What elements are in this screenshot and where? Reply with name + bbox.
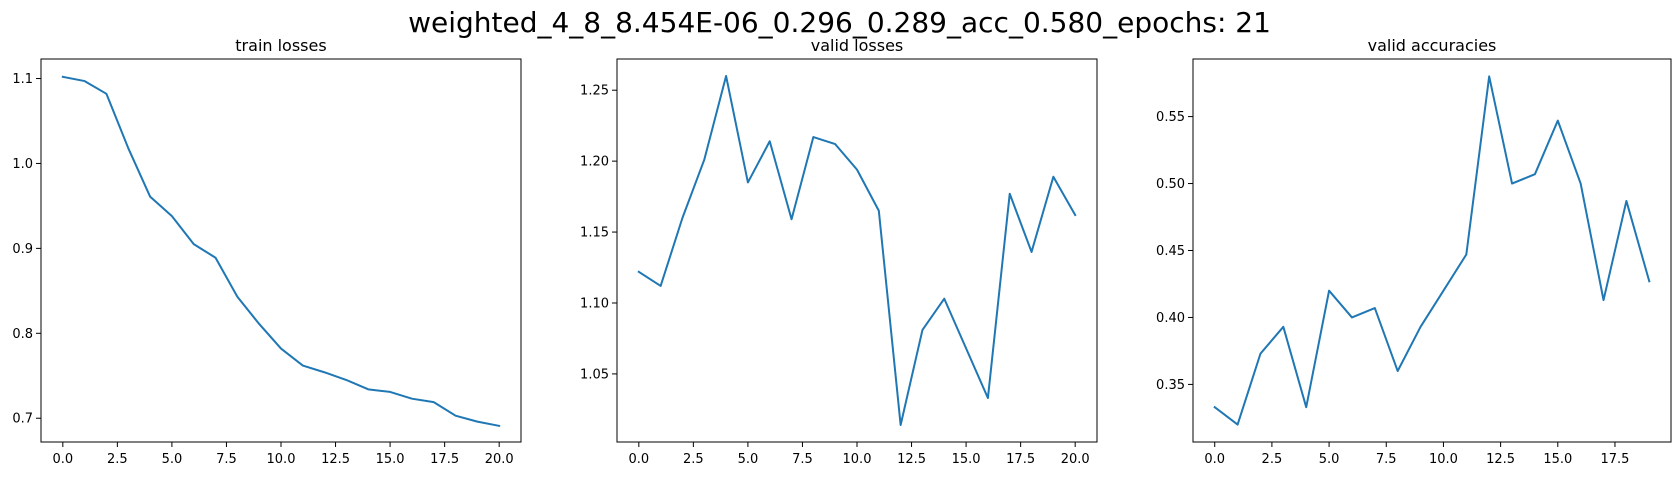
axes-frame: [1192, 58, 1672, 443]
y-tick-label: 0.55: [1156, 110, 1185, 125]
y-tick-label: 1.25: [580, 84, 609, 99]
x-tick-label: 2.5: [107, 452, 128, 467]
panel-1: train losses 0.0 2.5 5.0 7.5 10.0 12.5 15.0 17.5…: [12, 36, 522, 467]
x-tick-label: 12.5: [321, 452, 350, 467]
x-tick-label: 12.5: [1486, 452, 1515, 467]
x-tick-label: 10.0: [267, 452, 296, 467]
series-line: [1213, 75, 1651, 426]
x-tick-label: 0.0: [628, 452, 649, 467]
x-tick-label: 7.5: [792, 452, 813, 467]
x-tick-label: 15.0: [376, 452, 405, 467]
axes-frame: [616, 58, 1098, 443]
y-tick-label: 1.20: [580, 155, 609, 170]
x-tick-label: 0.0: [52, 452, 73, 467]
x-tick-label: 7.5: [216, 452, 237, 467]
x-tick-label: 2.5: [1262, 452, 1283, 467]
x-tick-label: 7.5: [1376, 452, 1397, 467]
y-tick-label: 0.9: [12, 242, 33, 257]
x-tick-label: 5.0: [738, 452, 759, 467]
axes-frame: [40, 58, 522, 443]
y-tick-label: 1.15: [580, 226, 609, 241]
x-tick-label: 12.5: [897, 452, 926, 467]
series-line: [637, 75, 1077, 426]
x-tick-label: 17.5: [1006, 452, 1035, 467]
x-tick-label: 17.5: [1600, 452, 1629, 467]
x-tick-label: 5.0: [1319, 452, 1340, 467]
x-tick-label: 20.0: [485, 452, 514, 467]
y-tick-label: 0.40: [1156, 311, 1185, 326]
y-tick-label: 1.0: [12, 157, 33, 172]
x-tick-label: 17.5: [430, 452, 459, 467]
x-tick-label: 5.0: [162, 452, 183, 467]
x-tick-label: 15.0: [1543, 452, 1572, 467]
x-tick-label: 10.0: [843, 452, 872, 467]
y-tick-label: 1.1: [12, 72, 33, 87]
figure-title: weighted_4_8_8.454E-06_0.296_0.289_acc_0…: [408, 6, 1271, 39]
y-tick-label: 0.50: [1156, 177, 1185, 192]
y-tick-label: 0.7: [12, 412, 33, 427]
x-tick-label: 0.0: [1204, 452, 1225, 467]
panel-2: valid losses 0.0 2.5 5.0 7.5 10.0 12.5 15.0 17.5…: [580, 36, 1098, 467]
panel-title: valid accuracies: [1368, 36, 1497, 55]
x-tick-label: 2.5: [683, 452, 704, 467]
y-tick-label: 0.8: [12, 327, 33, 342]
y-tick-label: 0.45: [1156, 244, 1185, 259]
series-line: [61, 75, 501, 428]
y-tick-label: 1.05: [580, 367, 609, 382]
panel-3: valid accuracies 0.0 2.5 5.0 7.5 10.0 12.5 15.0…: [1156, 36, 1672, 467]
x-tick-label: 10.0: [1429, 452, 1458, 467]
panel-title: train losses: [235, 36, 326, 55]
x-tick-label: 15.0: [952, 452, 981, 467]
y-tick-label: 0.35: [1156, 378, 1185, 393]
panel-title: valid losses: [811, 36, 904, 55]
x-tick-label: 20.0: [1061, 452, 1090, 467]
y-tick-label: 1.10: [580, 296, 609, 311]
